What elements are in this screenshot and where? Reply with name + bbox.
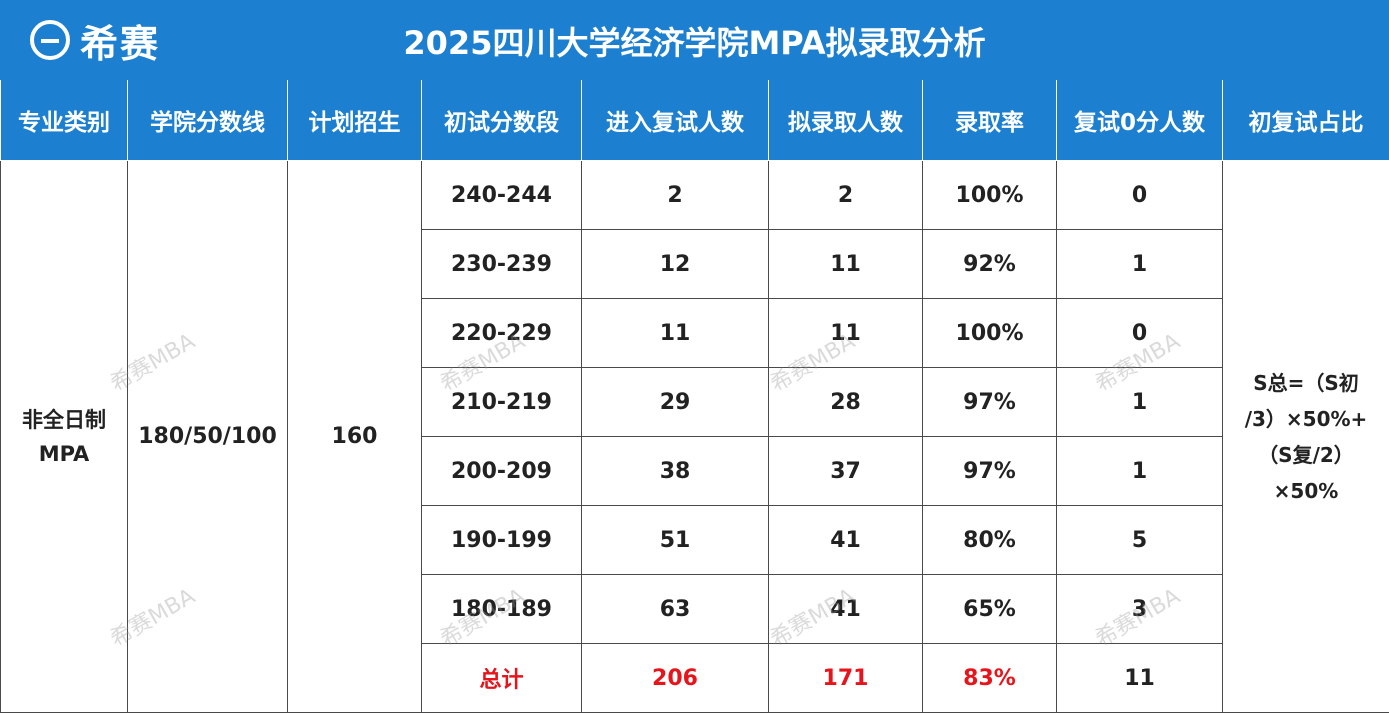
formula-line: （S复/2） [1258,442,1354,467]
rate-cell: 65% [922,574,1057,644]
total-zero: 11 [1056,643,1223,713]
retest-cell: 63 [581,574,769,644]
col-header: 拟录取人数 [768,80,923,161]
retest-cell: 12 [581,229,769,299]
range-cell: 200-209 [421,436,582,506]
formula-line: /3）×50%+ [1244,406,1368,431]
total-label: 总计 [421,643,582,713]
col-header: 学院分数线 [127,80,288,161]
retest-cell: 2 [581,160,769,230]
retest-cell: 11 [581,298,769,368]
title-bar: 希赛 2025四川大学经济学院MPA拟录取分析 [0,0,1389,80]
rate-cell: 100% [922,298,1057,368]
logo-icon [30,20,70,60]
logo-text: 希赛 [80,21,161,66]
table-row: 非全日制 MPA 180/50/100 160 240-244 2 2 100%… [0,160,1389,713]
range-cell: 240-244 [421,160,582,230]
admitted-cell: 41 [768,574,923,644]
total-row: 总计 206 171 83% 11 [1,643,1389,713]
header-row: 专业类别 学院分数线 计划招生 初试分数段 进入复试人数 拟录取人数 录取率 复… [0,80,1389,161]
page-title: 2025四川大学经济学院MPA拟录取分析 [403,24,986,62]
admission-table: 专业类别 学院分数线 计划招生 初试分数段 进入复试人数 拟录取人数 录取率 复… [0,80,1389,713]
plan-cell: 160 [287,160,422,713]
table-row: 180-189 63 41 65% 3 [1,574,1389,644]
zero-cell: 1 [1056,229,1223,299]
table-row: 230-239 12 11 92% 1 [1,229,1389,299]
rate-cell: 100% [922,160,1057,230]
range-cell: 230-239 [421,229,582,299]
zero-cell: 0 [1056,298,1223,368]
range-cell: 210-219 [421,367,582,437]
program-category-line2: MPA [38,441,90,466]
range-cell: 190-199 [421,505,582,575]
admitted-cell: 11 [768,229,923,299]
program-category-line1: 非全日制 [22,407,106,432]
range-cell: 180-189 [421,574,582,644]
score-line-cell: 180/50/100 [127,160,288,713]
col-header: 初试分数段 [421,80,582,161]
formula-line: ×50% [1273,478,1339,503]
admitted-cell: 11 [768,298,923,368]
rate-cell: 80% [922,505,1057,575]
formula-cell: S总=（S初 /3）×50%+ （S复/2） ×50% [1222,160,1389,713]
total-rate: 83% [922,643,1057,713]
total-admitted: 171 [768,643,923,713]
zero-cell: 5 [1056,505,1223,575]
rate-cell: 97% [922,367,1057,437]
zero-cell: 1 [1056,436,1223,506]
table-row: 220-229 11 11 100% 0 [1,298,1389,368]
col-header: 专业类别 [0,80,128,161]
admitted-cell: 37 [768,436,923,506]
zero-cell: 3 [1056,574,1223,644]
rate-cell: 92% [922,229,1057,299]
program-category-cell: 非全日制 MPA [0,160,128,713]
range-cell: 220-229 [421,298,582,368]
admitted-cell: 41 [768,505,923,575]
col-header: 复试0分人数 [1056,80,1223,161]
col-header: 计划招生 [287,80,422,161]
retest-cell: 51 [581,505,769,575]
retest-cell: 38 [581,436,769,506]
col-header: 进入复试人数 [581,80,769,161]
col-header: 初复试占比 [1222,80,1389,161]
retest-cell: 29 [581,367,769,437]
col-header: 录取率 [922,80,1057,161]
zero-cell: 1 [1056,367,1223,437]
rate-cell: 97% [922,436,1057,506]
formula-line: S总=（S初 [1253,370,1359,395]
admitted-cell: 28 [768,367,923,437]
logo: 希赛 [30,14,160,66]
admitted-cell: 2 [768,160,923,230]
zero-cell: 0 [1056,160,1223,230]
total-retest: 206 [581,643,769,713]
